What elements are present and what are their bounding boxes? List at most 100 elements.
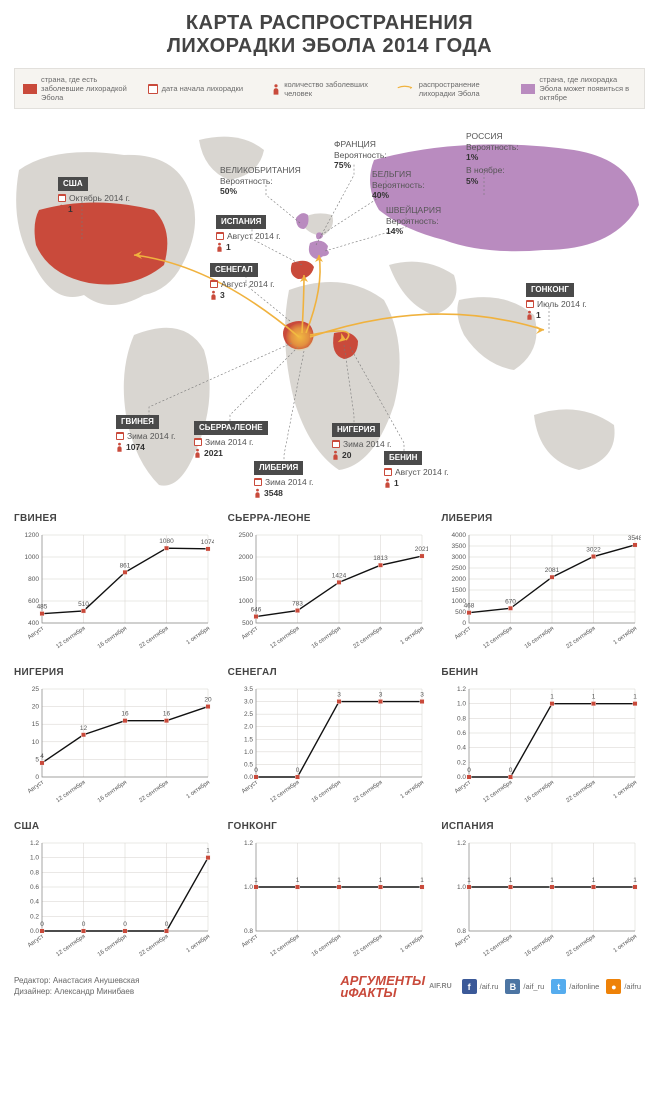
chart-title: США xyxy=(14,821,218,832)
svg-text:0: 0 xyxy=(463,620,467,627)
legend-infected: страна, где есть заболевшие лихорадкой Э… xyxy=(23,75,138,102)
svg-text:2.5: 2.5 xyxy=(244,711,253,718)
svg-text:25: 25 xyxy=(32,686,40,693)
svg-text:2.0: 2.0 xyxy=(244,724,253,731)
callout-guinea-count: 1074 xyxy=(126,442,145,453)
callout-hongkong-date: Июль 2014 г. xyxy=(537,299,587,310)
callout-russia-prob: 1% xyxy=(466,152,519,163)
svg-text:22 сентября: 22 сентября xyxy=(352,934,383,958)
callout-nigeria-date: Зима 2014 г. xyxy=(343,439,392,450)
callout-benin: БЕНИН Август 2014 г. 1 xyxy=(384,451,449,488)
person-icon xyxy=(384,478,391,487)
svg-text:510: 510 xyxy=(78,601,89,608)
chart-title: СЬЕРРА-ЛЕОНЕ xyxy=(228,513,432,524)
svg-text:12 сентября: 12 сентября xyxy=(55,780,86,804)
brand: АРГУМЕНТЫ иФАКТЫ AIF.RU xyxy=(340,975,451,998)
svg-text:0: 0 xyxy=(82,921,86,928)
svg-text:0.0: 0.0 xyxy=(457,774,466,781)
callout-liberia-count: 3548 xyxy=(264,488,283,499)
svg-text:16 сентября: 16 сентября xyxy=(311,934,342,958)
svg-text:3022: 3022 xyxy=(587,547,602,554)
svg-text:4000: 4000 xyxy=(452,532,467,539)
callout-uk: ВЕЛИКОБРИТАНИЯ Вероятность: 50% xyxy=(220,165,301,197)
callout-benin-count: 1 xyxy=(394,478,399,489)
svg-text:485: 485 xyxy=(37,604,48,611)
svg-text:0.4: 0.4 xyxy=(457,745,466,752)
svg-text:400: 400 xyxy=(28,620,39,627)
social-vk-handle: /aif_ru xyxy=(523,982,544,991)
chart-3: НИГЕРИЯ0510152025Август12 сентября16 сен… xyxy=(14,667,218,811)
svg-text:3: 3 xyxy=(420,692,424,699)
calendar-icon xyxy=(254,478,262,486)
person-icon xyxy=(254,488,261,497)
svg-text:1: 1 xyxy=(295,877,299,884)
svg-text:22 сентября: 22 сентября xyxy=(566,934,597,958)
svg-text:861: 861 xyxy=(120,562,131,569)
social-links: f/aif.ruB/aif_rut/aifonline●/aifru xyxy=(462,979,645,994)
svg-text:0.2: 0.2 xyxy=(30,913,39,920)
chart-title: ЛИБЕРИЯ xyxy=(441,513,645,524)
social-fb-icon[interactable]: f xyxy=(462,979,477,994)
arrow-icon xyxy=(397,84,415,94)
chart-6: США0.00.20.40.60.81.01.2Август12 сентябр… xyxy=(14,821,218,965)
svg-text:2021: 2021 xyxy=(414,546,427,553)
svg-text:1500: 1500 xyxy=(238,576,253,583)
svg-text:22 сентября: 22 сентября xyxy=(138,626,169,650)
svg-text:1: 1 xyxy=(551,877,555,884)
editor-label: Редактор: xyxy=(14,976,51,985)
svg-text:783: 783 xyxy=(292,601,303,608)
svg-text:Август: Август xyxy=(241,780,259,795)
svg-text:3548: 3548 xyxy=(628,535,641,542)
social-ok-icon[interactable]: ● xyxy=(606,979,621,994)
chart-7: ГОНКОНГ0.81.01.2Август12 сентября16 сент… xyxy=(228,821,432,965)
callout-sierra-count: 2021 xyxy=(204,448,223,459)
svg-text:0: 0 xyxy=(295,767,299,774)
chart-2: ЛИБЕРИЯ05001000150020002500300035004000А… xyxy=(441,513,645,657)
callout-usa-name: США xyxy=(58,177,88,191)
callout-sierra: СЬЕРРА-ЛЕОНЕ Зима 2014 г. 2021 xyxy=(194,421,268,458)
svg-text:3.0: 3.0 xyxy=(244,699,253,706)
svg-text:Август: Август xyxy=(27,626,45,641)
chart-title: ГОНКОНГ xyxy=(228,821,432,832)
svg-text:1500: 1500 xyxy=(452,587,467,594)
svg-text:1: 1 xyxy=(634,877,638,884)
chart-1: СЬЕРРА-ЛЕОНЕ5001000150020002500Август12 … xyxy=(228,513,432,657)
svg-text:5: 5 xyxy=(35,756,39,763)
svg-text:22 сентября: 22 сентября xyxy=(138,780,169,804)
callout-senegal-date: Август 2014 г. xyxy=(221,279,275,290)
chart-4: СЕНЕГАЛ0.00.51.01.52.02.53.03.5Август12 … xyxy=(228,667,432,811)
svg-text:3500: 3500 xyxy=(452,543,467,550)
svg-text:1.2: 1.2 xyxy=(30,840,39,847)
svg-text:800: 800 xyxy=(28,576,39,583)
legend-infected-label: страна, где есть заболевшие лихорадкой Э… xyxy=(41,75,138,102)
svg-text:0: 0 xyxy=(165,921,169,928)
svg-text:2000: 2000 xyxy=(238,554,253,561)
svg-text:16 сентября: 16 сентября xyxy=(97,626,128,650)
svg-text:3000: 3000 xyxy=(452,554,467,561)
callout-spain-name: ИСПАНИЯ xyxy=(216,215,266,229)
svg-text:16 сентября: 16 сентября xyxy=(524,626,555,650)
svg-text:0.8: 0.8 xyxy=(457,928,466,935)
social-vk-icon[interactable]: B xyxy=(505,979,520,994)
person-icon xyxy=(216,242,223,251)
svg-text:1.0: 1.0 xyxy=(457,701,466,708)
svg-text:0: 0 xyxy=(35,774,39,781)
footer: Редактор: Анастасия Анушевская Дизайнер:… xyxy=(14,975,645,998)
svg-text:Август: Август xyxy=(454,780,472,795)
chart-8: ИСПАНИЯ0.81.01.2Август12 сентября16 сент… xyxy=(441,821,645,965)
svg-text:12 сентября: 12 сентября xyxy=(269,934,300,958)
svg-text:1.0: 1.0 xyxy=(244,884,253,891)
svg-text:0.5: 0.5 xyxy=(244,761,253,768)
social-tw-icon[interactable]: t xyxy=(551,979,566,994)
svg-text:12: 12 xyxy=(80,725,88,732)
legend-spread-label: распространение лихорадки Эбола xyxy=(419,80,512,98)
svg-text:10: 10 xyxy=(32,739,40,746)
callout-belgium: БЕЛЬГИЯ Вероятность: 40% xyxy=(372,169,425,201)
social-ok-handle: /aifru xyxy=(624,982,641,991)
svg-text:0.2: 0.2 xyxy=(457,759,466,766)
legend-count: количество заболевших человек xyxy=(272,75,387,102)
svg-text:3.5: 3.5 xyxy=(244,686,253,693)
callout-belgium-name: БЕЛЬГИЯ xyxy=(372,169,425,180)
svg-text:16 сентября: 16 сентября xyxy=(97,934,128,958)
svg-text:1: 1 xyxy=(509,877,513,884)
